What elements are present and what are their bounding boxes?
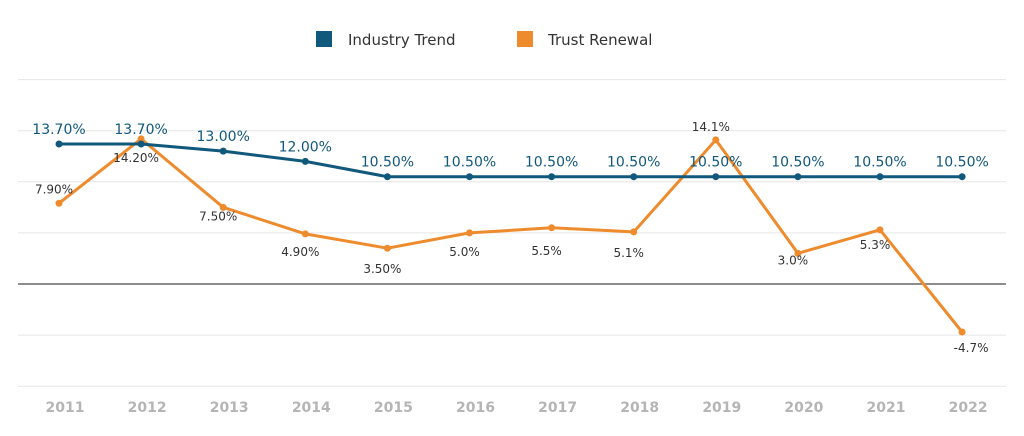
legend-swatch-trust-renewal — [517, 31, 533, 47]
data-point-trust-renewal[interactable] — [712, 136, 720, 144]
data-point-industry-trend[interactable] — [548, 173, 556, 181]
data-label-industry-trend: 10.50% — [853, 155, 906, 171]
x-tick-label: 2016 — [456, 400, 495, 416]
data-point-industry-trend[interactable] — [876, 173, 884, 181]
data-point-trust-renewal[interactable] — [219, 203, 227, 211]
x-tick-label: 2017 — [538, 400, 577, 416]
data-point-trust-renewal[interactable] — [876, 226, 884, 234]
data-point-industry-trend[interactable] — [137, 140, 145, 148]
x-tick-label: 2014 — [292, 400, 331, 416]
data-label-industry-trend: 10.50% — [361, 155, 414, 171]
data-label-industry-trend: 10.50% — [935, 155, 988, 171]
x-tick-label: 2012 — [128, 400, 167, 416]
x-tick-label: 2018 — [620, 400, 659, 416]
data-point-industry-trend[interactable] — [466, 173, 473, 181]
data-point-industry-trend[interactable] — [55, 140, 63, 148]
data-label-trust-renewal: 3.50% — [363, 262, 401, 276]
data-label-trust-renewal: 5.0% — [449, 245, 480, 259]
x-tick-label: 2011 — [46, 400, 85, 416]
data-label-industry-trend: 10.50% — [771, 155, 824, 171]
data-point-trust-renewal[interactable] — [466, 229, 473, 237]
data-point-industry-trend[interactable] — [794, 173, 802, 181]
data-point-trust-renewal[interactable] — [137, 135, 145, 143]
data-point-industry-trend[interactable] — [219, 147, 227, 155]
data-label-trust-renewal: 5.1% — [613, 246, 644, 260]
series-line-trust-renewal — [58, 137, 964, 333]
gridlines — [18, 79, 1006, 387]
x-tick-label: 2020 — [784, 400, 823, 416]
data-label-trust-renewal: 3.0% — [778, 253, 809, 267]
x-tick-label: 2019 — [702, 400, 741, 416]
x-tick-label: 2015 — [374, 400, 413, 416]
data-label-trust-renewal: -4.7% — [954, 341, 989, 355]
data-label-industry-trend: 10.50% — [607, 155, 660, 171]
data-label-industry-trend: 10.50% — [525, 155, 578, 171]
data-label-industry-trend: 10.50% — [443, 155, 496, 171]
data-point-trust-renewal[interactable] — [55, 199, 63, 207]
data-label-industry-trend: 12.00% — [279, 139, 332, 155]
legend: Industry Trend Trust Renewal — [316, 31, 652, 49]
data-label-industry-trend: 13.70% — [114, 122, 167, 138]
x-tick-label: 2021 — [867, 400, 906, 416]
legend-label-industry-trend: Industry Trend — [348, 31, 456, 49]
legend-item-industry-trend[interactable]: Industry Trend — [316, 31, 456, 49]
data-labels: 13.70% 13.70% 13.00% 12.00% 10.50% 10.50% 10.5… — [32, 120, 988, 355]
data-point-trust-renewal[interactable] — [958, 328, 966, 336]
data-label-trust-renewal: 7.90% — [35, 182, 73, 196]
data-point-industry-trend[interactable] — [958, 173, 966, 181]
series-line-industry-trend — [59, 142, 963, 179]
data-label-trust-renewal: 5.3% — [860, 238, 891, 252]
legend-swatch-industry-trend — [316, 31, 332, 47]
x-tick-label: 2022 — [949, 400, 988, 416]
data-label-trust-renewal: 14.1% — [692, 120, 730, 134]
data-point-industry-trend[interactable] — [383, 173, 391, 181]
legend-item-trust-renewal[interactable]: Trust Renewal — [517, 31, 652, 49]
data-point-industry-trend[interactable] — [630, 173, 638, 181]
data-point-trust-renewal[interactable] — [548, 224, 556, 232]
series-layer — [55, 135, 966, 336]
data-point-trust-renewal[interactable] — [630, 228, 638, 236]
legend-label-trust-renewal: Trust Renewal — [547, 31, 652, 49]
x-tick-label: 2013 — [210, 400, 249, 416]
data-label-industry-trend: 13.70% — [32, 122, 85, 138]
data-label-industry-trend: 10.50% — [689, 155, 742, 171]
data-point-trust-renewal[interactable] — [301, 230, 309, 238]
x-axis-ticks: 2011 2012 2013 2014 2015 2016 2017 2018 2019 2020… — [46, 400, 988, 416]
data-point-trust-renewal[interactable] — [383, 244, 391, 252]
data-point-industry-trend[interactable] — [712, 173, 720, 181]
data-point-industry-trend[interactable] — [301, 157, 309, 165]
data-label-trust-renewal: 5.5% — [531, 244, 562, 258]
data-label-trust-renewal: 14.20% — [113, 151, 159, 165]
data-point-trust-renewal[interactable] — [794, 249, 802, 257]
data-label-trust-renewal: 7.50% — [199, 209, 237, 223]
data-label-trust-renewal: 4.90% — [281, 245, 319, 259]
data-label-industry-trend: 13.00% — [197, 129, 250, 145]
